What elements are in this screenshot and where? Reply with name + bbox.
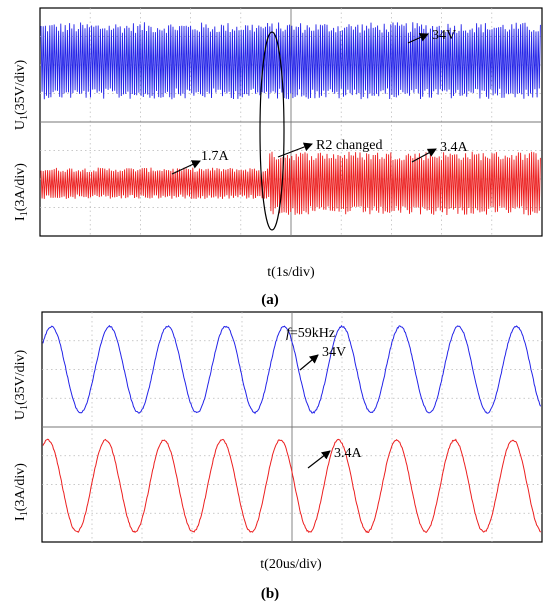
panel-b-voltage-trace — [42, 324, 542, 415]
arrow-3-4a-a — [411, 148, 437, 163]
annotation-frequency: f=59kHz — [286, 326, 335, 341]
panel-a-voltage-trace — [40, 22, 541, 100]
annotation-34v-b: 34V — [322, 345, 346, 360]
annotation-r2-changed: R2 changed — [316, 138, 382, 153]
panel-b: U1(35V/div) I1(3A/div) t(20us/div) (b) f… — [13, 311, 543, 602]
panel-b-label: (b) — [261, 586, 279, 602]
panel-a-traces — [40, 22, 541, 216]
arrow-34v-a — [407, 33, 429, 44]
arrow-1-7a — [171, 160, 201, 175]
change-marker-ellipse — [259, 31, 285, 231]
arrow-3-4a-b — [307, 450, 331, 469]
panel-a-xlabel: t(1s/div) — [267, 265, 315, 280]
panel-b-ylabel-voltage: U1(35V/div) — [13, 349, 30, 420]
panel-b-xlabel: t(20us/div) — [260, 557, 322, 572]
panel-a: U1(35V/div) I1(3A/div) t(1s/div) (a) 34V… — [13, 7, 543, 308]
panel-b-ylabel-current: I1(3A/div) — [13, 463, 30, 521]
annotation-3-4a-b: 3.4A — [334, 446, 363, 461]
annotation-1-7a: 1.7A — [201, 149, 230, 164]
panel-b-current-trace — [42, 438, 542, 534]
arrow-r2-changed — [277, 142, 313, 158]
annotation-3-4a-a: 3.4A — [440, 140, 469, 155]
panel-a-current-trace — [40, 151, 541, 216]
panel-a-ylabel-current: I1(3A/div) — [13, 163, 30, 221]
panel-a-label: (a) — [261, 292, 279, 308]
panel-a-ylabel-voltage: U1(35V/div) — [13, 59, 30, 130]
panel-b-traces — [42, 324, 542, 534]
annotation-34v-a: 34V — [432, 28, 456, 43]
arrow-34v-b — [299, 354, 319, 371]
panel-b-grid — [42, 312, 542, 542]
